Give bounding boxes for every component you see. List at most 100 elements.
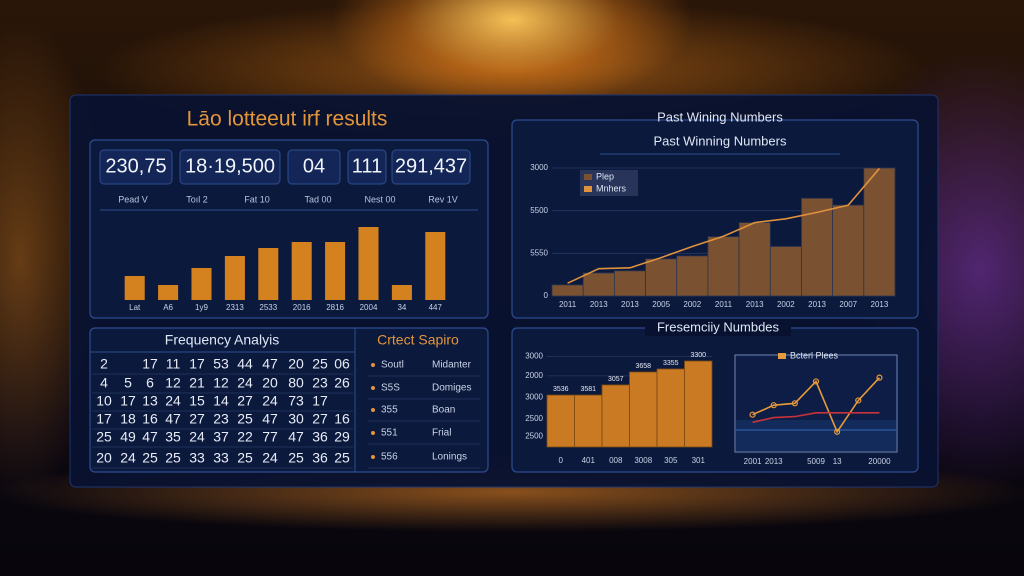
bullet xyxy=(371,386,375,390)
x-tick-label: 34 xyxy=(397,303,406,312)
x-tick-label: 2013 xyxy=(590,300,608,309)
bar xyxy=(325,242,346,300)
line xyxy=(752,412,880,424)
x-tick-label: A6 xyxy=(163,303,173,312)
number-cell: 17 xyxy=(189,356,205,372)
number-cell: 17 xyxy=(312,393,328,409)
x-tick-label: 2013 xyxy=(765,457,783,466)
number-cell: 17 xyxy=(96,411,112,427)
y-tick-label: 3000 xyxy=(525,393,543,402)
bar xyxy=(738,222,771,297)
stat-value: 291,437 xyxy=(395,155,467,177)
marker xyxy=(876,374,883,381)
bullet xyxy=(371,408,375,412)
marker xyxy=(791,400,798,407)
number-cell: 37 xyxy=(213,429,229,445)
marker xyxy=(770,402,777,409)
number-cell: 53 xyxy=(213,356,229,372)
number-cell: 27 xyxy=(312,411,328,427)
bar xyxy=(358,227,379,300)
number-cell: 35 xyxy=(165,429,181,445)
number-cell: 47 xyxy=(288,429,304,445)
x-tick-label: 2001 xyxy=(744,457,762,466)
bar xyxy=(124,276,145,300)
frequency-title: Frequency Analyis xyxy=(165,332,279,348)
number-cell: 17 xyxy=(120,393,136,409)
y-tick-label: 5550 xyxy=(530,248,548,257)
legend-swatch xyxy=(584,186,592,192)
x-tick-label: 3008 xyxy=(634,456,652,465)
item-name: Boan xyxy=(432,405,455,416)
x-tick-label: 5009 xyxy=(807,457,825,466)
item-name: Lonings xyxy=(432,452,467,463)
marker xyxy=(855,397,862,404)
x-tick-label: 2013 xyxy=(746,300,764,309)
y-tick-label: 2500 xyxy=(525,431,543,440)
number-cell: 24 xyxy=(262,393,278,409)
item-code: 551 xyxy=(381,428,398,439)
x-tick-label: 008 xyxy=(609,456,623,465)
bar xyxy=(191,268,212,300)
number-cell: 12 xyxy=(165,375,181,391)
y-tick-label: 3000 xyxy=(530,163,548,172)
number-cell: 23 xyxy=(213,411,229,427)
number-cell: 15 xyxy=(189,393,205,409)
number-cell: 24 xyxy=(237,375,253,391)
number-cell: 33 xyxy=(213,450,229,466)
number-cell: 24 xyxy=(189,429,205,445)
stat-box xyxy=(287,149,341,185)
number-cell: 16 xyxy=(142,411,158,427)
legend-label: Plep xyxy=(596,171,614,181)
bar-annotation: 3581 xyxy=(580,386,596,393)
y-tick-label: 0 xyxy=(544,291,549,300)
heading-backdrop xyxy=(645,320,791,336)
number-cell: 20 xyxy=(262,375,278,391)
x-tick-label: 1y9 xyxy=(195,303,208,312)
number-cell: 49 xyxy=(120,429,136,445)
panel-heading: Past Wining Numbers xyxy=(657,109,783,124)
number-cell: 14 xyxy=(213,393,229,409)
select-title: Crtect Sapiro xyxy=(377,332,459,348)
number-cell: 25 xyxy=(288,450,304,466)
x-tick-label: 2002 xyxy=(683,300,701,309)
bar xyxy=(645,258,678,297)
number-cell: 06 xyxy=(334,356,350,372)
number-cell: 77 xyxy=(262,429,278,445)
bar xyxy=(707,236,740,297)
bar-annotation: 3536 xyxy=(553,386,569,393)
bar xyxy=(291,242,312,300)
chart-title: Past Winning Numbers xyxy=(654,133,787,148)
number-cell: 5 xyxy=(124,375,132,391)
stat-box xyxy=(179,149,281,185)
bullet xyxy=(371,363,375,367)
bar-annotation: 3355 xyxy=(663,360,679,367)
number-cell: 27 xyxy=(189,411,205,427)
x-tick-label: Lat xyxy=(129,303,141,312)
x-tick-label: 2013 xyxy=(808,300,826,309)
number-cell: 29 xyxy=(334,429,350,445)
legend-swatch xyxy=(778,353,786,359)
number-cell: 25 xyxy=(334,450,350,466)
bar xyxy=(769,246,802,297)
number-cell: 47 xyxy=(142,429,158,445)
stat-box xyxy=(391,149,471,185)
number-cell: 25 xyxy=(237,411,253,427)
number-cell: 30 xyxy=(288,411,304,427)
marker xyxy=(749,411,756,418)
line-chart-area xyxy=(736,420,896,451)
number-cell: 36 xyxy=(312,429,328,445)
bar xyxy=(574,394,603,448)
bar xyxy=(656,368,685,448)
number-cell: 80 xyxy=(288,375,304,391)
bar xyxy=(158,285,179,300)
y-tick-label: 2500 xyxy=(525,414,543,423)
item-code: 355 xyxy=(381,405,398,416)
number-cell: 25 xyxy=(142,450,158,466)
x-tick-label: 2007 xyxy=(839,300,857,309)
bullet xyxy=(371,431,375,435)
bar xyxy=(684,360,713,448)
bar xyxy=(258,248,279,300)
bar xyxy=(224,256,245,300)
number-cell: 73 xyxy=(288,393,304,409)
